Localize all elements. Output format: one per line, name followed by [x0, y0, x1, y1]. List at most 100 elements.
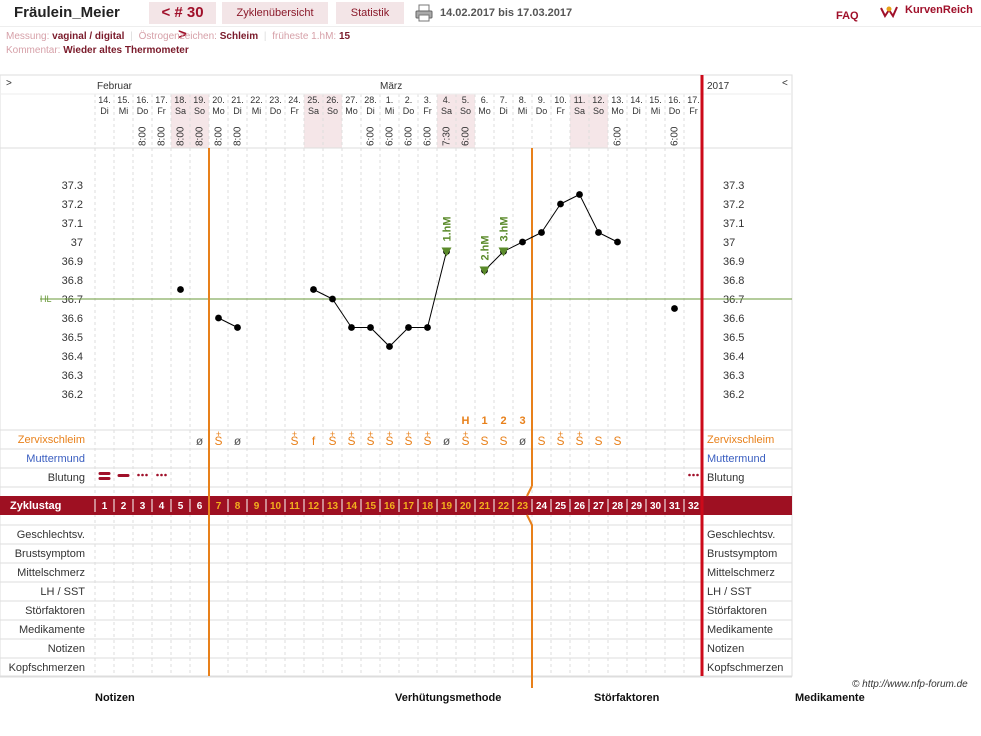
fertile-end-line: [526, 514, 533, 688]
y-tick-left: 37.3: [62, 180, 83, 192]
row-label-right-0: Zervixschleim: [707, 434, 774, 446]
row-label-bottom-right-5: Medikamente: [707, 624, 773, 636]
measure-time: 6:00: [613, 126, 624, 146]
cycle-day: 11: [289, 501, 300, 512]
marker-2: 2: [500, 415, 506, 427]
day-number: 11.: [574, 95, 586, 105]
weekday: Mi: [119, 106, 129, 116]
marker-3: 3: [519, 415, 525, 427]
day-number: 14.: [630, 95, 643, 105]
cervix-symbol: S: [385, 434, 393, 448]
y-tick-right: 37.1: [723, 218, 744, 230]
day-number: 14.: [98, 95, 111, 105]
cycle-day: 12: [308, 501, 320, 512]
weekday: Di: [233, 106, 242, 116]
cervix-symbol: S: [366, 434, 374, 448]
hm-triangle: [498, 247, 509, 257]
cycle-day: 23: [517, 501, 529, 512]
cycle-day: 5: [178, 501, 184, 512]
day-number: 27.: [345, 95, 358, 105]
weekday: Mo: [478, 106, 491, 116]
row-label-bottom-5: Medikamente: [19, 624, 85, 636]
temp-point: [538, 229, 545, 236]
fhm-value: 15: [338, 31, 351, 42]
y-tick-left: 36.8: [62, 275, 83, 287]
kurvenreich-logo-icon[interactable]: [880, 4, 898, 20]
y-tick-left: 36.2: [62, 389, 83, 401]
y-tick-left: 37.2: [62, 199, 83, 211]
cervix-symbol: S: [328, 434, 336, 448]
printer-icon[interactable]: [415, 4, 433, 22]
day-number: 5.: [462, 95, 470, 105]
measure-time: 8:00: [157, 126, 168, 146]
day-number: 28.: [364, 95, 377, 105]
temp-point: [405, 324, 412, 331]
cycle-day: 29: [631, 501, 643, 512]
cycle-day: 8: [235, 501, 241, 512]
cycle-day: 20: [460, 501, 472, 512]
weekday: Mo: [212, 106, 225, 116]
row-label-bottom-2: Mittelschmerz: [17, 567, 85, 579]
cycle-day: 17: [403, 501, 415, 512]
cervix-symbol: S: [594, 434, 602, 448]
faq-link[interactable]: FAQ: [836, 10, 859, 22]
weekday: Sa: [175, 106, 186, 116]
chart-nav-right[interactable]: <: [782, 78, 788, 89]
copyright: © http://www.nfp-forum.de: [852, 679, 968, 690]
temp-point: [215, 314, 222, 322]
tab-statistik[interactable]: Statistik: [336, 2, 404, 24]
cycle-day: 9: [254, 501, 260, 512]
day-number: 17.: [155, 95, 168, 105]
weekend-shade: [456, 94, 475, 148]
messung-value: vaginal / digital: [52, 31, 125, 42]
chart-nav-left[interactable]: >: [6, 78, 12, 89]
brand-link[interactable]: KurvenReich: [905, 4, 973, 16]
kommentar-value: Wieder altes Thermometer: [63, 45, 189, 56]
temp-curve-segment: [218, 317, 238, 328]
bleeding-mark: [156, 473, 159, 477]
tab-zyklenuebersicht[interactable]: Zyklenübersicht: [222, 2, 328, 24]
weekday: Mo: [611, 106, 624, 116]
y-tick-right: 36.7: [723, 294, 744, 306]
weekday: Fr: [157, 106, 166, 116]
y-tick-right: 37.2: [723, 199, 744, 211]
row-label-bottom-4: Störfaktoren: [25, 605, 85, 617]
day-number: 13.: [611, 95, 624, 105]
weekday: Fr: [556, 106, 565, 116]
temp-point: [367, 324, 374, 331]
temp-point: [557, 200, 564, 208]
temp-curve-segment: [579, 194, 599, 233]
y-tick-right: 37: [723, 237, 735, 249]
day-number: 1.: [386, 95, 394, 105]
temp-point: [595, 229, 602, 236]
y-tick-right: 36.2: [723, 389, 744, 401]
footer-stoerfaktoren: Störfaktoren: [594, 692, 660, 704]
messung-label: Messung:: [6, 31, 50, 42]
temp-curve-segment: [332, 298, 352, 328]
oestrogen-value: Schleim: [219, 31, 259, 42]
temp-point: [177, 286, 184, 293]
day-number: 19.: [193, 95, 206, 105]
weekday: Mi: [651, 106, 661, 116]
cycle-navigator[interactable]: < # 30 >: [149, 2, 216, 43]
weekday: Di: [366, 106, 375, 116]
cervix-plus: +: [406, 429, 411, 439]
day-number: 2.: [405, 95, 413, 105]
weekday: Mo: [345, 106, 358, 116]
cycle-day: 7: [216, 501, 222, 512]
weekday: Di: [499, 106, 508, 116]
weekend-shade: [570, 94, 589, 148]
cervix-plus: +: [463, 429, 468, 439]
cycle-day: 19: [441, 501, 453, 512]
hm-triangle: [441, 247, 452, 257]
bleeding-mark: [696, 473, 699, 477]
day-number: 23.: [269, 95, 282, 105]
measure-time: 6:00: [423, 126, 434, 146]
cervix-symbol: ø: [196, 434, 204, 448]
cycle-day: 18: [422, 501, 434, 512]
temp-point: [348, 324, 355, 331]
day-number: 20.: [212, 95, 225, 105]
weekday: Di: [100, 106, 109, 116]
cycle-day: 13: [327, 501, 339, 512]
cervix-plus: +: [292, 429, 297, 439]
